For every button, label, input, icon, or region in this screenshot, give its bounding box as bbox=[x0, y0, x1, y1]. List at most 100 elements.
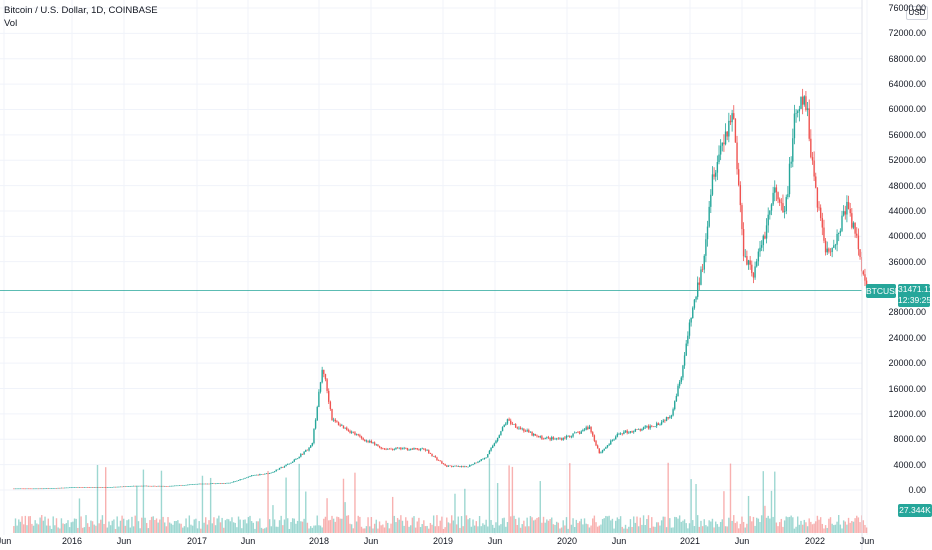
currency-button[interactable]: USD bbox=[906, 6, 928, 20]
candle-body bbox=[328, 390, 330, 402]
volume-bar bbox=[834, 524, 837, 533]
candle-body bbox=[437, 459, 440, 461]
candle-body bbox=[521, 428, 523, 430]
candle-body bbox=[186, 484, 189, 486]
volume-bar bbox=[683, 519, 686, 533]
candle-body bbox=[839, 230, 842, 233]
volume-bar bbox=[839, 524, 842, 533]
volume-bar bbox=[142, 469, 145, 533]
volume-bar bbox=[277, 526, 279, 533]
volume-bar bbox=[831, 523, 833, 533]
time-axis-label: Jun bbox=[859, 536, 875, 546]
volume-bar bbox=[723, 491, 725, 533]
candle-body bbox=[639, 429, 641, 431]
candle-body bbox=[421, 448, 423, 450]
candle-body bbox=[859, 249, 861, 258]
volume-bar bbox=[851, 521, 853, 533]
candle-body bbox=[152, 485, 154, 487]
volume-bar bbox=[423, 520, 425, 533]
volume-bar bbox=[606, 516, 609, 533]
candle-body bbox=[13, 488, 15, 490]
candle-body bbox=[475, 462, 478, 464]
volume-bar bbox=[354, 472, 356, 533]
candle-body bbox=[744, 256, 746, 257]
candle-body bbox=[467, 466, 469, 468]
volume-bar bbox=[60, 518, 63, 533]
time-axis-label: Jun bbox=[116, 536, 132, 546]
volume-bar bbox=[470, 526, 473, 533]
volume-bar bbox=[559, 528, 561, 533]
volume-bar bbox=[716, 524, 719, 533]
candle-body bbox=[465, 466, 468, 468]
candle-body bbox=[167, 486, 169, 487]
volume-bar bbox=[262, 528, 264, 533]
volume-bar bbox=[198, 521, 200, 533]
volume-bar bbox=[639, 517, 641, 533]
volume-bar bbox=[291, 518, 294, 533]
volume-bar bbox=[357, 515, 359, 533]
candle-body bbox=[721, 142, 723, 146]
candle-body bbox=[488, 450, 491, 455]
volume-bar bbox=[654, 526, 656, 533]
candle-body bbox=[373, 442, 376, 445]
candle-body bbox=[667, 417, 669, 419]
candle-body bbox=[395, 447, 397, 450]
candle-body bbox=[160, 485, 163, 487]
candle-body bbox=[716, 162, 719, 173]
candle-body bbox=[270, 472, 273, 474]
candle-body bbox=[96, 487, 99, 488]
volume-bar bbox=[134, 515, 136, 533]
volume-bar bbox=[152, 516, 154, 533]
candle-body bbox=[764, 235, 766, 239]
candle-body bbox=[434, 456, 437, 458]
candle-body bbox=[359, 435, 361, 437]
volume-bar bbox=[849, 522, 851, 533]
time-axis-label: Jun bbox=[487, 536, 503, 546]
candle-body bbox=[423, 448, 425, 450]
volume-bar bbox=[514, 518, 517, 533]
candle-body bbox=[300, 454, 302, 457]
candle-body bbox=[114, 486, 117, 488]
candle-body bbox=[149, 485, 151, 487]
volume-bar bbox=[86, 523, 89, 533]
volume-bar bbox=[403, 525, 405, 533]
candle-body bbox=[136, 485, 138, 487]
volume-bar bbox=[109, 525, 112, 533]
volume-bar bbox=[472, 519, 474, 533]
candle-body bbox=[660, 421, 663, 425]
volume-bar bbox=[664, 516, 666, 533]
volume-bar bbox=[600, 524, 602, 533]
volume-bar bbox=[482, 523, 484, 533]
volume-bar bbox=[180, 523, 182, 533]
candle-body bbox=[631, 431, 633, 433]
volume-bar bbox=[70, 522, 72, 533]
candle-body bbox=[754, 266, 756, 278]
candle-body bbox=[665, 417, 668, 421]
candle-body bbox=[216, 483, 218, 484]
candle-body bbox=[847, 201, 850, 209]
volume-bar bbox=[306, 522, 309, 533]
volume-bar bbox=[518, 517, 520, 533]
candle-body bbox=[505, 423, 507, 425]
candle-body bbox=[278, 467, 281, 470]
candle-body bbox=[644, 426, 646, 428]
candle-body bbox=[788, 163, 791, 195]
candle-body bbox=[214, 483, 217, 485]
volume-bar bbox=[283, 519, 286, 533]
volume-bar bbox=[751, 521, 753, 533]
candle-body bbox=[537, 436, 540, 438]
candle-body bbox=[554, 438, 556, 440]
volume-bars bbox=[13, 458, 868, 533]
volume-bar bbox=[226, 518, 228, 533]
volume-bar bbox=[490, 520, 492, 533]
candle-body bbox=[157, 485, 159, 487]
volume-bar bbox=[769, 518, 771, 533]
volume-bar bbox=[670, 527, 673, 533]
candle-body bbox=[303, 451, 305, 455]
volume-bar bbox=[45, 525, 48, 533]
candle-body bbox=[816, 187, 819, 208]
candle-body bbox=[573, 432, 576, 434]
candle-body bbox=[293, 459, 295, 462]
volume-bar bbox=[687, 528, 689, 533]
